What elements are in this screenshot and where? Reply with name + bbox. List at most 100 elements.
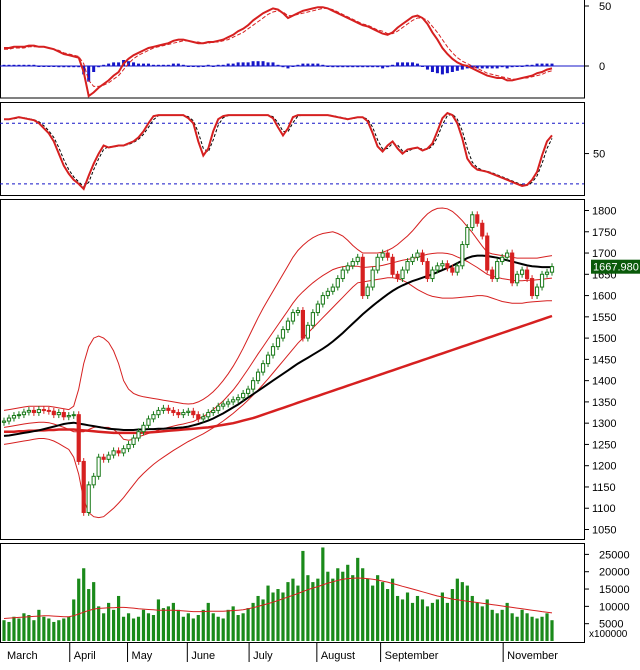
rsi-signal-line [4,113,553,188]
volume-bar [371,585,375,641]
macd-histogram-bar [301,63,305,66]
candle-body [51,410,56,416]
volume-bar [201,609,205,641]
macd-histogram-bar [520,66,524,67]
volume-bar [415,595,420,641]
price-y-tick-label: 1550 [592,312,616,324]
price-y-tick-label: 1050 [592,524,616,536]
volume-bar [156,599,161,641]
macd-y-tick-label: 0 [599,61,605,73]
volume-bar [475,602,479,641]
candle-body [370,269,375,288]
candle-body [480,222,485,237]
macd-histogram-bar [27,64,31,66]
macd-histogram-bar [381,66,385,69]
macd-histogram-bar [191,66,195,67]
candle-body [206,412,211,418]
volume-bar [196,615,200,641]
macd-histogram-bar [226,63,230,66]
candle-body [465,227,470,246]
candle-body [460,244,465,267]
volume-bar [356,557,360,641]
volume-bar [351,575,355,641]
volume-bar [376,575,380,641]
macd-histogram-bar [286,66,290,69]
macd-histogram-bar [540,63,544,66]
macd-histogram-bar [361,66,365,68]
volume-bar [450,589,454,641]
volume-bar [321,547,325,641]
candle-body [265,354,271,365]
candle-body [385,252,390,258]
volume-unit-label: x100000 [589,629,628,640]
candle-body [360,256,365,297]
candle-body [146,418,151,426]
volume-bar [97,606,101,641]
macd-histogram-bar [166,64,170,66]
candle-body [36,409,41,414]
macd-histogram-bar [475,66,479,69]
volume-bar [480,606,484,641]
volume-bar [251,602,255,641]
bollinger-upper [3,207,553,411]
volume-bar [395,595,400,641]
macd-histogram-bar [396,62,400,66]
macd-histogram-bar [231,63,235,66]
volume-bar [72,599,76,641]
macd-histogram-bar [12,64,16,66]
candle-body [201,416,206,420]
macd-histogram-bar [321,64,325,66]
volume-bar [311,582,315,641]
price-panel [1,207,555,519]
macd-histogram-bar [386,66,390,68]
macd-histogram-bar [137,63,141,66]
volume-bar [246,608,250,641]
volume-bar [495,613,499,641]
macd-histogram-bar [430,66,434,72]
candle-body [435,265,440,271]
volume-bar [241,613,245,641]
macd-histogram-bar [550,63,554,66]
candle-body [405,261,410,271]
macd-histogram-bar [17,64,21,66]
candle-body [305,324,310,339]
candle-body [420,252,425,263]
macd-histogram-bar [391,64,395,66]
volume-bar [22,613,26,641]
macd-histogram-bar [146,63,150,66]
candle-body [126,443,131,450]
candle-body [524,269,530,280]
price-y-tick-label: 1350 [592,397,616,409]
macd-histogram-bar [87,66,91,82]
volume-bar [176,609,180,641]
price-y-tick-label: 1200 [592,461,616,473]
candle-body [410,256,415,263]
month-label: August [321,650,355,662]
macd-histogram-bar [500,66,504,68]
month-label: June [191,650,215,662]
month-label: May [132,650,153,662]
volume-bar [455,578,459,641]
macd-histogram-bar [271,62,275,66]
candle-body [500,256,505,263]
macd-histogram-bar [485,66,489,69]
candle-body [26,409,32,413]
candle-body [226,401,231,405]
macd-histogram-bar [102,64,106,66]
bollinger-lower [3,277,552,519]
volume-bar [410,602,415,641]
rsi-line [4,111,553,191]
candle-body [450,267,455,273]
candle-body [395,273,400,280]
candle-body [490,269,495,280]
candle-body [191,410,196,416]
volume-bar [231,606,235,641]
volume-bar [2,620,6,641]
volume-bar [390,578,395,641]
price-y-tick-label: 1250 [592,439,616,451]
macd-histogram-bar [77,66,81,68]
macd-histogram-bar [236,62,240,66]
macd-histogram-bar [406,62,410,66]
macd-histogram-bar [52,66,56,67]
candle-body [166,407,171,411]
